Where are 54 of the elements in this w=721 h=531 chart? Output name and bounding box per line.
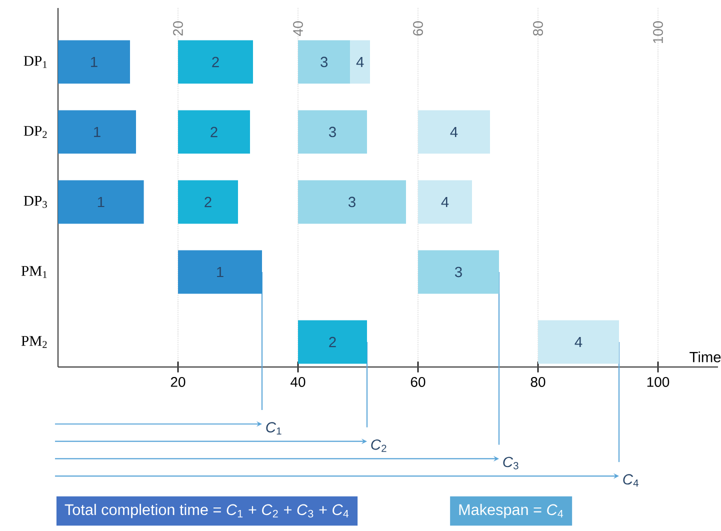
text: Makespan = C$_{4}$ xyxy=(459,504,564,518)
y-tick-label: DP$_{2}$ xyxy=(24,126,47,138)
bar xyxy=(178,40,254,84)
y-tick-label: PM$_{2}$ xyxy=(21,336,47,348)
x2-tick-label: 100 xyxy=(647,377,670,387)
x-tick-label: 100 xyxy=(653,21,663,43)
bar xyxy=(418,110,490,154)
annotation: C$_{3}$ xyxy=(503,456,518,470)
x-tick-label: 80 xyxy=(533,21,543,36)
annotation: C$_{4}$ xyxy=(623,474,638,487)
x-tick-label: 40 xyxy=(293,21,303,36)
text: Total completion time = C$_{1}$ + C$_{2}$ + C$_{3}$ + C$_{4}$ xyxy=(64,504,349,518)
bar xyxy=(298,320,368,364)
x-tick-label: 60 xyxy=(413,21,423,36)
series-label: 3 xyxy=(320,56,328,68)
annotation: C$_{2}$ xyxy=(371,439,386,452)
bar xyxy=(298,40,350,84)
text: 1 xyxy=(98,196,104,208)
bar xyxy=(178,180,238,224)
bar xyxy=(58,110,136,154)
text: 4 xyxy=(450,126,458,138)
x2-tick-label: 40 xyxy=(290,377,306,387)
text: 3 xyxy=(348,196,356,208)
x-axis-title: Time xyxy=(690,352,721,362)
text: 1 xyxy=(94,126,100,138)
x2-tick-label: 80 xyxy=(530,377,546,387)
x2-tick-label: 60 xyxy=(410,377,426,387)
text: 4 xyxy=(574,336,582,348)
series-label: 4 xyxy=(356,56,364,68)
annotation: C$_{1}$ xyxy=(266,422,282,435)
bar xyxy=(178,110,250,154)
y-tick-label: DP$_{3}$ xyxy=(24,196,47,208)
bar xyxy=(298,180,406,224)
x-tick-label: 20 xyxy=(173,21,183,36)
text: 2 xyxy=(210,126,218,138)
y-tick-label: PM$_{1}$ xyxy=(21,266,47,278)
bar xyxy=(298,110,368,154)
bar xyxy=(58,40,130,84)
bar xyxy=(178,250,262,294)
text: 3 xyxy=(454,266,462,278)
y-tick-label: DP$_{1}$ xyxy=(24,56,47,68)
x2-tick-label: 20 xyxy=(170,377,186,387)
text: 1 xyxy=(91,56,98,68)
text: 2 xyxy=(204,196,212,208)
bar xyxy=(350,40,370,84)
bar xyxy=(418,180,472,224)
text: 3 xyxy=(328,126,336,138)
series-label: 1 xyxy=(217,266,224,278)
text: 4 xyxy=(441,196,449,208)
bar xyxy=(538,320,620,364)
text: 2 xyxy=(212,56,219,68)
bar xyxy=(418,250,499,294)
series-label: 2 xyxy=(329,336,336,348)
bar xyxy=(58,180,144,224)
